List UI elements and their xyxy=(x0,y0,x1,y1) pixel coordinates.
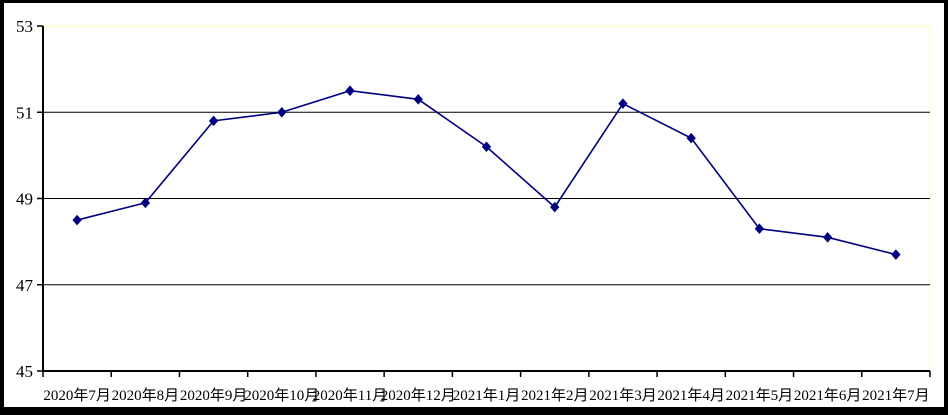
x-axis-label: 2021年5月 xyxy=(726,387,794,404)
data-point-marker xyxy=(550,201,560,213)
x-axis-label: 2021年4月 xyxy=(657,387,725,404)
x-axis-label: 2021年7月 xyxy=(862,387,930,404)
x-axis-label: 2020年11月 xyxy=(313,387,387,404)
data-point-marker xyxy=(208,115,219,127)
data-point-marker xyxy=(822,232,833,243)
series-line xyxy=(76,89,897,256)
x-axis-label: 2020年9月 xyxy=(180,387,248,404)
data-point-marker xyxy=(754,223,765,234)
y-axis-label: 47 xyxy=(16,276,34,295)
data-point-marker xyxy=(277,106,287,118)
x-axis-label: 2021年2月 xyxy=(521,387,589,404)
y-axis-label: 51 xyxy=(16,103,33,122)
data-point-marker xyxy=(891,249,901,260)
x-axis-label: 2021年6月 xyxy=(794,387,862,404)
data-point-marker xyxy=(413,94,423,105)
outer-border-bottom xyxy=(0,407,948,415)
x-axis-label: 2020年12月 xyxy=(381,387,456,404)
x-axis-label: 2020年7月 xyxy=(43,387,111,404)
y-axis-label: 45 xyxy=(16,362,33,381)
y-axis-label: 49 xyxy=(16,190,33,209)
data-point-marker xyxy=(686,132,696,144)
x-axis-label: 2020年10月 xyxy=(244,387,319,404)
outer-border-right xyxy=(944,0,948,415)
x-axis-label: 2020年8月 xyxy=(112,387,180,404)
data-point-marker xyxy=(72,214,82,226)
data-point-marker xyxy=(140,197,151,209)
data-point-marker xyxy=(618,98,628,109)
data-point-marker xyxy=(481,141,492,153)
data-point-marker xyxy=(345,85,355,96)
x-axis-label: 2021年1月 xyxy=(453,387,521,404)
x-axis-label: 2021年3月 xyxy=(589,387,657,404)
y-axis-label: 53 xyxy=(16,17,33,36)
outer-border-top xyxy=(0,0,948,3)
outer-border-left xyxy=(0,0,4,415)
